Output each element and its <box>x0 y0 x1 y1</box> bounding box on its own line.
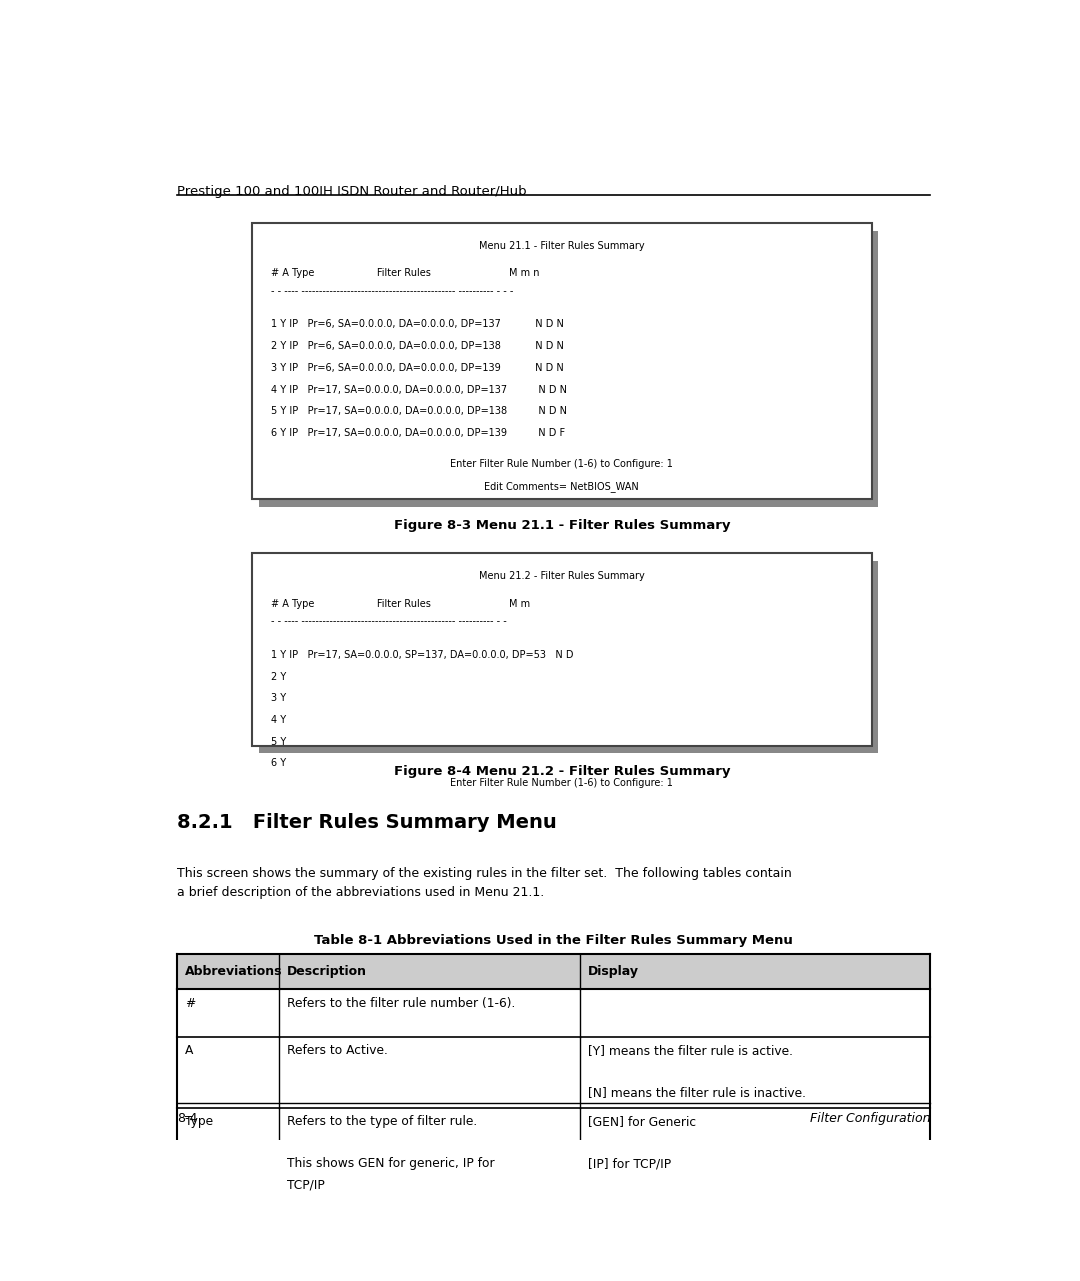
Text: #: # <box>186 997 195 1009</box>
Text: Menu 21.1 - Filter Rules Summary: Menu 21.1 - Filter Rules Summary <box>480 241 645 251</box>
Text: Edit Comments= NetBIOS_WAN: Edit Comments= NetBIOS_WAN <box>485 482 639 492</box>
Text: A: A <box>186 1044 193 1057</box>
Text: Enter Filter Rule Number (1-6) to Configure: 1: Enter Filter Rule Number (1-6) to Config… <box>450 460 673 470</box>
Text: # A Type                    Filter Rules                         M m: # A Type Filter Rules M m <box>271 598 529 608</box>
Text: Refers to Active.: Refers to Active. <box>287 1044 388 1057</box>
Text: 3 Y: 3 Y <box>271 693 286 703</box>
Bar <box>253 223 872 500</box>
Text: Enter Filter Rule Number (1-6) to Configure: 1: Enter Filter Rule Number (1-6) to Config… <box>450 778 673 788</box>
Bar <box>259 561 878 753</box>
Text: - - ---- -------------------------------------------- ---------- - -: - - ---- -------------------------------… <box>271 616 507 626</box>
Text: Display: Display <box>589 965 639 977</box>
Bar <box>259 231 878 507</box>
Text: 8-4: 8-4 <box>177 1112 198 1126</box>
Text: 3 Y IP   Pr=6, SA=0.0.0.0, DA=0.0.0.0, DP=139           N D N: 3 Y IP Pr=6, SA=0.0.0.0, DA=0.0.0.0, DP=… <box>271 363 564 373</box>
Text: Abbreviations: Abbreviations <box>186 965 283 977</box>
Text: Type: Type <box>186 1116 214 1129</box>
Text: Figure 8-4 Menu 21.2 - Filter Rules Summary: Figure 8-4 Menu 21.2 - Filter Rules Summ… <box>393 765 730 779</box>
Text: [GEN] for Generic

[IP] for TCP/IP: [GEN] for Generic [IP] for TCP/IP <box>589 1116 697 1171</box>
Text: # A Type                    Filter Rules                         M m n: # A Type Filter Rules M m n <box>271 268 539 278</box>
Text: [Y] means the filter rule is active.

[N] means the filter rule is inactive.: [Y] means the filter rule is active. [N]… <box>589 1044 807 1099</box>
Text: Prestige 100 and 100IH ISDN Router and Router/Hub: Prestige 100 and 100IH ISDN Router and R… <box>177 186 526 199</box>
Text: Table 8-1 Abbreviations Used in the Filter Rules Summary Menu: Table 8-1 Abbreviations Used in the Filt… <box>314 934 793 947</box>
Text: 5 Y IP   Pr=17, SA=0.0.0.0, DA=0.0.0.0, DP=138          N D N: 5 Y IP Pr=17, SA=0.0.0.0, DA=0.0.0.0, DP… <box>271 406 567 416</box>
Text: 6 Y IP   Pr=17, SA=0.0.0.0, DA=0.0.0.0, DP=139          N D F: 6 Y IP Pr=17, SA=0.0.0.0, DA=0.0.0.0, DP… <box>271 428 565 438</box>
Bar <box>177 989 930 1036</box>
Text: 1 Y IP   Pr=6, SA=0.0.0.0, DA=0.0.0.0, DP=137           N D N: 1 Y IP Pr=6, SA=0.0.0.0, DA=0.0.0.0, DP=… <box>271 319 564 329</box>
Bar <box>177 1036 930 1108</box>
Text: 4 Y IP   Pr=17, SA=0.0.0.0, DA=0.0.0.0, DP=137          N D N: 4 Y IP Pr=17, SA=0.0.0.0, DA=0.0.0.0, DP… <box>271 384 567 395</box>
Text: Menu 21.2 - Filter Rules Summary: Menu 21.2 - Filter Rules Summary <box>480 571 645 582</box>
Text: Refers to the filter rule number (1-6).: Refers to the filter rule number (1-6). <box>287 997 515 1009</box>
Text: 8.2.1   Filter Rules Summary Menu: 8.2.1 Filter Rules Summary Menu <box>177 812 556 831</box>
Text: Filter Configuration: Filter Configuration <box>810 1112 930 1126</box>
Text: Figure 8-3 Menu 21.1 - Filter Rules Summary: Figure 8-3 Menu 21.1 - Filter Rules Summ… <box>393 519 730 532</box>
Text: 5 Y: 5 Y <box>271 737 286 747</box>
Bar <box>177 1108 930 1198</box>
Text: 1 Y IP   Pr=17, SA=0.0.0.0, SP=137, DA=0.0.0.0, DP=53   N D: 1 Y IP Pr=17, SA=0.0.0.0, SP=137, DA=0.0… <box>271 649 573 660</box>
Text: 6 Y: 6 Y <box>271 758 286 769</box>
Text: Description: Description <box>287 965 367 977</box>
Text: Refers to the type of filter rule.

This shows GEN for generic, IP for
TCP/IP: Refers to the type of filter rule. This … <box>287 1116 495 1191</box>
Text: This screen shows the summary of the existing rules in the filter set.  The foll: This screen shows the summary of the exi… <box>177 867 792 899</box>
Text: 4 Y: 4 Y <box>271 715 286 725</box>
Text: 2 Y IP   Pr=6, SA=0.0.0.0, DA=0.0.0.0, DP=138           N D N: 2 Y IP Pr=6, SA=0.0.0.0, DA=0.0.0.0, DP=… <box>271 341 564 351</box>
Text: 2 Y: 2 Y <box>271 671 286 681</box>
Bar <box>253 553 872 746</box>
Text: - - ---- -------------------------------------------- ---------- - - -: - - ---- -------------------------------… <box>271 286 513 296</box>
Bar <box>177 953 930 989</box>
